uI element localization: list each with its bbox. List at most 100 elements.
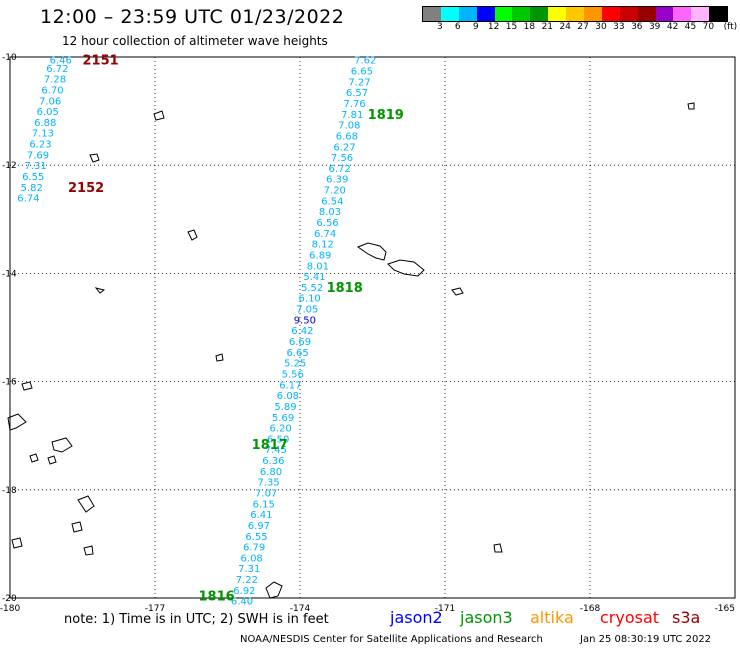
page-subtitle: 12 hour collection of altimeter wave hei…: [62, 34, 328, 48]
colorbar-swatch: [673, 7, 692, 21]
colorbar-swatch: [584, 7, 602, 21]
colorbar-swatch: [566, 7, 585, 21]
track-time-label: 2151: [83, 54, 119, 69]
colorbar-label: 33: [613, 22, 625, 32]
wave-height-value: 9.50: [294, 315, 316, 326]
colorbar-label: 6: [454, 22, 461, 32]
wave-height-value: 6.40: [231, 597, 253, 608]
wave-height-value: 6.89: [309, 250, 331, 261]
wave-height-value: 6.08: [277, 391, 299, 402]
colorbar-label: 45: [684, 22, 697, 32]
wave-height-value: 8.03: [319, 207, 341, 218]
colorbar-swatch: [512, 7, 531, 21]
wave-height-value: 5.69: [272, 413, 294, 424]
wave-height-value: 7.31: [24, 161, 46, 172]
wave-height-value: 6.57: [346, 88, 368, 99]
island-outlines: [7, 102, 695, 599]
mission-jason3: jason3: [460, 608, 513, 627]
wave-height-value: 6.54: [321, 196, 343, 207]
colorbar-label: 15: [505, 22, 518, 32]
wave-height-value: 6.42: [291, 326, 313, 337]
colorbar-label: 27: [577, 22, 589, 32]
island-outline: [265, 581, 283, 599]
wave-height-value: 5.41: [303, 272, 325, 283]
wave-height-value: 7.31: [238, 564, 260, 575]
wave-height-value: 8.01: [307, 261, 329, 272]
wave-height-value: 6.50: [267, 434, 289, 445]
colorbar-swatch: [601, 7, 620, 21]
map-grid: [9, 56, 736, 599]
wave-height-value: 6.55: [245, 532, 267, 543]
lon-tick-label: -174: [290, 604, 311, 614]
wave-height-value: 7.62: [354, 56, 376, 67]
track-time-label: 1816: [199, 589, 235, 604]
mission-jason2: jason2: [390, 608, 443, 627]
wave-height-value: 5.52: [301, 283, 323, 294]
wave-height-value: 6.56: [316, 218, 338, 229]
wave-height-value: 7.81: [341, 110, 363, 121]
wave-height-value: 8.12: [312, 240, 334, 251]
wave-height-value: 6.46: [50, 56, 72, 67]
island-outline: [387, 259, 425, 277]
island-outline: [29, 453, 39, 463]
colorbar-swatch: [476, 7, 495, 21]
track-time-label: 1819: [368, 108, 404, 123]
lat-tick-label: -12: [2, 161, 17, 171]
island-outline: [89, 153, 100, 163]
island-outline: [83, 545, 94, 556]
colorbar-swatch: [548, 7, 567, 21]
wave-height-value: 6.41: [250, 510, 272, 521]
mission-s3a: s3a: [672, 608, 701, 627]
wave-height-value: 5.89: [274, 402, 296, 413]
wave-height-value: 6.65: [351, 67, 373, 78]
wave-height-value: 7.20: [324, 186, 346, 197]
colorbar-label: 18: [523, 22, 536, 32]
wave-height-value: 7.69: [27, 150, 49, 161]
wave-height-value: 7.76: [343, 99, 365, 110]
colorbar: [422, 6, 729, 22]
colorbar-swatch: [423, 7, 441, 21]
credit-text: NOAA/NESDIS Center for Satellite Applica…: [240, 634, 543, 645]
colorbar-labels: 3 6 9 12 15 18 21 24 27 30 33 36 39 42 45 70 (ft): [422, 22, 740, 36]
island-outline: [71, 521, 83, 533]
lon-tick-label: -165: [715, 604, 735, 614]
colorbar-swatch: [709, 7, 728, 21]
wave-height-value: 6.88: [34, 118, 56, 129]
wave-height-value: 7.05: [296, 305, 318, 316]
colorbar-label: 39: [648, 22, 661, 32]
wave-height-value: 6.79: [243, 543, 265, 554]
wave-height-value: 7.06: [39, 96, 61, 107]
wave-height-value: 7.13: [32, 129, 54, 140]
wave-height-value: 6.68: [336, 131, 358, 142]
island-outline: [47, 455, 57, 465]
island-outline: [451, 287, 464, 296]
lat-tick-label: -18: [2, 486, 17, 496]
wave-height-value: 7.27: [348, 77, 370, 88]
wave-height-value: 6.10: [299, 294, 321, 305]
wave-height-value: 7.22: [236, 575, 258, 586]
mission-altika: altika: [530, 608, 574, 627]
island-outline: [11, 537, 23, 549]
island-outline: [356, 242, 387, 261]
lon-tick-label: -168: [580, 604, 601, 614]
wave-height-value: 6.20: [270, 424, 292, 435]
colorbar-swatch: [440, 7, 459, 21]
colorbar-swatch: [619, 7, 638, 21]
colorbar-swatch: [637, 7, 656, 21]
lat-tick-label: -14: [2, 269, 17, 279]
mission-cryosat: cryosat: [600, 608, 660, 627]
wave-height-value: 6.72: [46, 64, 68, 75]
wave-height-value: 6.72: [329, 164, 351, 175]
island-outline: [51, 437, 73, 453]
colorbar-label: 24: [559, 22, 571, 32]
lon-tick-label: -180: [0, 604, 20, 614]
track-time-label: 1817: [252, 438, 288, 453]
wave-height-value: 6.74: [17, 194, 39, 205]
footer-note: note: 1) Time is in UTC; 2) SWH is in fe…: [64, 612, 329, 627]
colorbar-swatch: [655, 7, 674, 21]
colorbar-label: 12: [487, 22, 500, 32]
map-frame: [9, 56, 736, 599]
colorbar-label: 30: [595, 22, 607, 32]
island-outline: [94, 287, 106, 294]
